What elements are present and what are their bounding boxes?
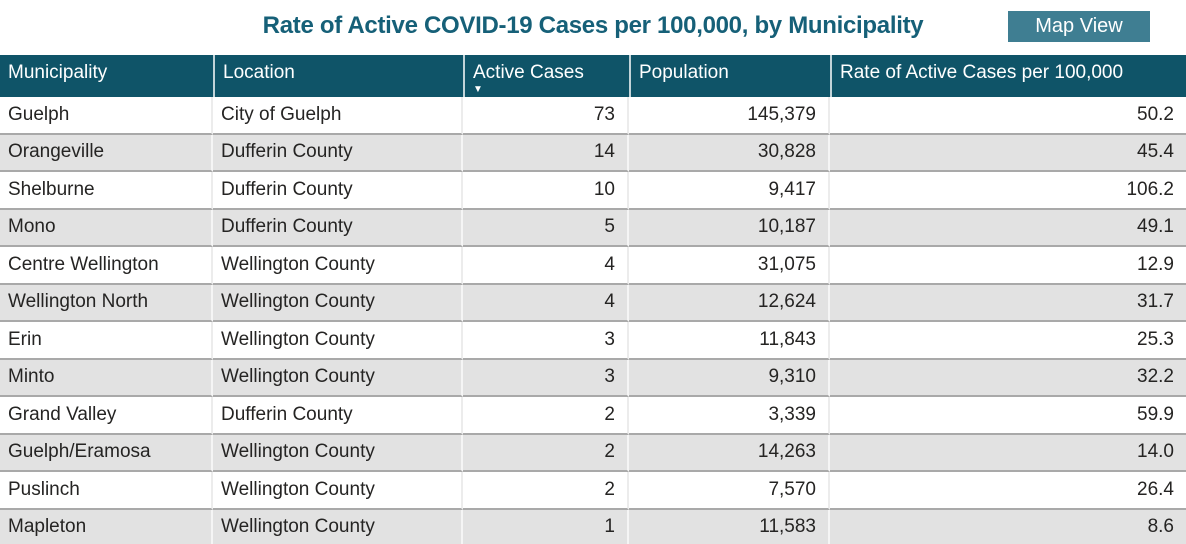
cell-municipality: Minto <box>0 359 213 397</box>
table-body: Guelph City of Guelph 73 145,379 50.2 Orangev… <box>0 97 1186 544</box>
cell-active_cases: 4 <box>463 284 629 322</box>
column-header-municipality[interactable]: Municipality <box>0 55 213 97</box>
cell-location: Dufferin County <box>213 172 463 210</box>
table-row: Erin Wellington County 3 11,843 25.3 <box>0 322 1186 360</box>
cell-population: 12,624 <box>629 284 830 322</box>
cell-rate_per_100k: 8.6 <box>830 509 1186 544</box>
column-header-label: Municipality <box>8 62 108 83</box>
cell-population: 3,339 <box>629 397 830 435</box>
cell-rate_per_100k: 31.7 <box>830 284 1186 322</box>
column-header-population[interactable]: Population <box>629 55 830 97</box>
cell-municipality: Erin <box>0 322 213 360</box>
cell-active_cases: 2 <box>463 472 629 510</box>
sort-descending-icon: ▼ <box>473 84 483 95</box>
cell-municipality: Grand Valley <box>0 397 213 435</box>
table-row: Orangeville Dufferin County 14 30,828 45.4 <box>0 134 1186 172</box>
cell-location: Dufferin County <box>213 397 463 435</box>
cell-population: 10,187 <box>629 209 830 247</box>
cell-rate_per_100k: 32.2 <box>830 359 1186 397</box>
cell-municipality: Wellington North <box>0 284 213 322</box>
cell-municipality: Orangeville <box>0 134 213 172</box>
cell-municipality: Guelph/Eramosa <box>0 434 213 472</box>
cell-active_cases: 2 <box>463 397 629 435</box>
title-bar: Rate of Active COVID-19 Cases per 100,00… <box>0 0 1186 55</box>
cell-rate_per_100k: 26.4 <box>830 472 1186 510</box>
cell-population: 11,843 <box>629 322 830 360</box>
cell-population: 9,310 <box>629 359 830 397</box>
cell-population: 31,075 <box>629 247 830 285</box>
cell-municipality: Shelburne <box>0 172 213 210</box>
cell-location: Wellington County <box>213 434 463 472</box>
column-header-label: Active Cases <box>473 62 584 83</box>
cell-population: 7,570 <box>629 472 830 510</box>
cell-population: 145,379 <box>629 97 830 135</box>
column-header-location[interactable]: Location <box>213 55 463 97</box>
column-header-active-cases[interactable]: Active Cases ▼ <box>463 55 629 97</box>
map-view-button[interactable]: Map View <box>1008 11 1150 42</box>
table-row: Wellington North Wellington County 4 12,624… <box>0 284 1186 322</box>
cell-rate_per_100k: 45.4 <box>830 134 1186 172</box>
column-header-label: Population <box>639 62 729 83</box>
table-row: Mapleton Wellington County 1 11,583 8.6 <box>0 509 1186 544</box>
cell-municipality: Mapleton <box>0 509 213 544</box>
table-row: Shelburne Dufferin County 10 9,417 106.2 <box>0 172 1186 210</box>
cell-population: 30,828 <box>629 134 830 172</box>
cell-municipality: Guelph <box>0 97 213 135</box>
cell-active_cases: 4 <box>463 247 629 285</box>
cell-rate_per_100k: 49.1 <box>830 209 1186 247</box>
cell-location: Dufferin County <box>213 209 463 247</box>
cell-active_cases: 73 <box>463 97 629 135</box>
cell-location: Wellington County <box>213 509 463 544</box>
cell-population: 11,583 <box>629 509 830 544</box>
cell-location: Dufferin County <box>213 134 463 172</box>
cell-population: 9,417 <box>629 172 830 210</box>
column-header-label: Location <box>223 62 295 83</box>
column-header-label: Rate of Active Cases per 100,000 <box>840 62 1124 83</box>
cell-location: Wellington County <box>213 472 463 510</box>
table-row: Mono Dufferin County 5 10,187 49.1 <box>0 209 1186 247</box>
cell-active_cases: 14 <box>463 134 629 172</box>
cell-rate_per_100k: 59.9 <box>830 397 1186 435</box>
cell-population: 14,263 <box>629 434 830 472</box>
cell-active_cases: 3 <box>463 322 629 360</box>
page-title: Rate of Active COVID-19 Cases per 100,00… <box>262 12 924 39</box>
cell-location: Wellington County <box>213 359 463 397</box>
table-row: Guelph/Eramosa Wellington County 2 14,263 14… <box>0 434 1186 472</box>
cell-location: Wellington County <box>213 322 463 360</box>
cell-rate_per_100k: 50.2 <box>830 97 1186 135</box>
cell-active_cases: 2 <box>463 434 629 472</box>
cell-rate_per_100k: 14.0 <box>830 434 1186 472</box>
cell-rate_per_100k: 106.2 <box>830 172 1186 210</box>
table-header-row: Municipality Location Active Cases ▼ Pop… <box>0 55 1186 97</box>
cell-active_cases: 3 <box>463 359 629 397</box>
cell-active_cases: 10 <box>463 172 629 210</box>
table-row: Guelph City of Guelph 73 145,379 50.2 <box>0 97 1186 135</box>
cell-rate_per_100k: 25.3 <box>830 322 1186 360</box>
cell-active_cases: 1 <box>463 509 629 544</box>
table-row: Puslinch Wellington County 2 7,570 26.4 <box>0 472 1186 510</box>
table-row: Grand Valley Dufferin County 2 3,339 59.9 <box>0 397 1186 435</box>
cell-location: City of Guelph <box>213 97 463 135</box>
table-row: Centre Wellington Wellington County 4 31,07… <box>0 247 1186 285</box>
cell-location: Wellington County <box>213 247 463 285</box>
table-row: Minto Wellington County 3 9,310 32.2 <box>0 359 1186 397</box>
cell-municipality: Centre Wellington <box>0 247 213 285</box>
cell-municipality: Mono <box>0 209 213 247</box>
cell-location: Wellington County <box>213 284 463 322</box>
cell-active_cases: 5 <box>463 209 629 247</box>
cell-rate_per_100k: 12.9 <box>830 247 1186 285</box>
cell-municipality: Puslinch <box>0 472 213 510</box>
cases-table: Municipality Location Active Cases ▼ Pop… <box>0 55 1186 544</box>
column-header-rate[interactable]: Rate of Active Cases per 100,000 <box>830 55 1186 97</box>
